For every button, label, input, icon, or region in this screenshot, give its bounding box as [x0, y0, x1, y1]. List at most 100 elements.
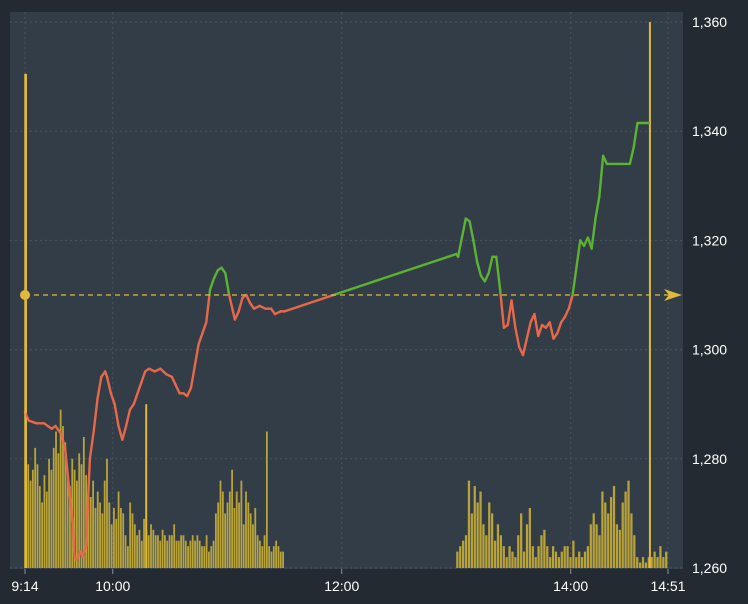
price-segment — [514, 326, 521, 349]
volume-bar-morning — [131, 513, 134, 568]
y-tick-label: 1,260 — [692, 560, 727, 576]
volume-bar-afternoon — [653, 551, 656, 568]
volume-bar-afternoon — [560, 551, 563, 568]
volume-bar-morning — [82, 436, 85, 568]
volume-bar-morning — [224, 513, 227, 568]
volume-bar-morning — [150, 524, 152, 568]
price-segment — [224, 271, 231, 297]
volume-bar-morning — [242, 524, 245, 568]
volume-bar-morning — [45, 491, 48, 568]
volume-bar-morning — [166, 540, 169, 568]
volume-bar-morning — [196, 535, 199, 568]
volume-bar-morning — [108, 502, 111, 568]
volume-bar-morning — [245, 491, 247, 568]
price-segment — [475, 261, 483, 278]
volume-bar-morning — [177, 540, 180, 568]
volume-bar-afternoon — [511, 551, 514, 568]
volume-bar-morning — [275, 540, 278, 568]
volume-bar-morning — [168, 535, 171, 568]
price-segment — [189, 364, 197, 390]
volume-bar-afternoon — [493, 540, 497, 568]
volume-bar-afternoon — [470, 513, 473, 568]
price-segment — [525, 321, 532, 340]
x-tick-label: 12:00 — [324, 578, 359, 594]
volume-bar-morning — [187, 546, 189, 568]
volume-bar-afternoon — [607, 513, 610, 568]
volume-bar-morning — [201, 546, 203, 568]
price-segment — [468, 220, 475, 242]
volume-bar-morning — [117, 491, 120, 568]
volume-bar-afternoon — [520, 513, 523, 568]
volume-bar-afternoon — [551, 546, 555, 568]
volume-bar-morning — [122, 513, 125, 568]
volume-bar-afternoon — [549, 557, 552, 568]
volume-bar-morning — [34, 447, 37, 568]
volume-bar-morning — [138, 529, 141, 568]
volume-bar-afternoon — [491, 513, 494, 568]
volume-bar-morning — [55, 431, 57, 568]
volume-bar-afternoon — [537, 546, 540, 568]
volume-bar-afternoon — [586, 546, 590, 568]
price-segment — [233, 310, 240, 321]
volume-bar-afternoon — [592, 513, 595, 568]
volume-bar-morning — [106, 458, 108, 568]
price-segment — [537, 323, 544, 338]
volume-bar-afternoon — [508, 546, 511, 568]
y-tick-label: 1,320 — [692, 232, 727, 248]
volume-bar-afternoon — [496, 524, 500, 568]
volume-bar-morning — [279, 551, 282, 568]
volume-spike — [145, 404, 148, 568]
volume-bar-morning — [59, 409, 62, 568]
volume-bar-morning — [191, 535, 194, 568]
volume-bar-morning — [226, 502, 229, 568]
price-segment — [132, 392, 139, 406]
volume-bar-afternoon — [479, 491, 482, 568]
volume-bar-morning — [212, 540, 215, 568]
volume-bar-morning — [38, 486, 41, 568]
volume-bar-afternoon — [522, 551, 526, 568]
price-segment — [105, 375, 113, 395]
volume-bar-morning — [87, 486, 90, 568]
price-segment — [67, 484, 74, 526]
price-segment — [96, 375, 103, 400]
volume-bar-afternoon — [525, 524, 529, 568]
volume-bar-morning — [43, 475, 46, 568]
volume-bar-afternoon — [659, 546, 662, 568]
volume-bar-afternoon — [633, 535, 636, 568]
price-segment — [205, 293, 211, 324]
volume-bar-afternoon — [459, 546, 462, 568]
volume-bar-morning — [205, 535, 208, 568]
price-segment — [495, 255, 502, 291]
price-segment — [185, 386, 193, 398]
x-tick-label: 14:51 — [650, 578, 685, 594]
grid-lines — [10, 12, 683, 569]
price-segment — [571, 266, 578, 297]
price-segment — [628, 146, 635, 166]
volume-bar-afternoon — [665, 551, 668, 568]
volume-bar-morning — [170, 535, 173, 568]
price-line — [23, 121, 651, 562]
volume-bar-afternoon — [569, 557, 572, 568]
volume-bar-afternoon — [482, 524, 485, 568]
volume-bar-morning — [41, 502, 44, 568]
price-segment — [245, 293, 252, 305]
volume-bar-morning — [259, 540, 261, 568]
volume-bar-morning — [147, 535, 150, 568]
volume-bar-morning — [217, 502, 220, 568]
volume-bar-morning — [270, 551, 273, 568]
x-axis-ticks: 9:14 10:00 12:00 14:00 14:51 — [11, 569, 686, 594]
price-segment — [201, 321, 208, 335]
volume-bar-morning — [252, 524, 254, 568]
volume-bar-afternoon — [473, 486, 476, 568]
price-segment — [332, 252, 458, 297]
volume-bar-morning — [143, 518, 145, 568]
volume-bar-afternoon — [612, 486, 616, 568]
volume-bar-morning — [99, 502, 101, 568]
price-segment — [208, 277, 216, 291]
volume-bar-afternoon — [485, 535, 488, 568]
price-segment — [632, 121, 639, 149]
price-segment — [54, 424, 63, 436]
volume-bar-morning — [36, 464, 39, 568]
volume-bar-morning — [129, 502, 132, 568]
price-segment — [86, 457, 92, 504]
